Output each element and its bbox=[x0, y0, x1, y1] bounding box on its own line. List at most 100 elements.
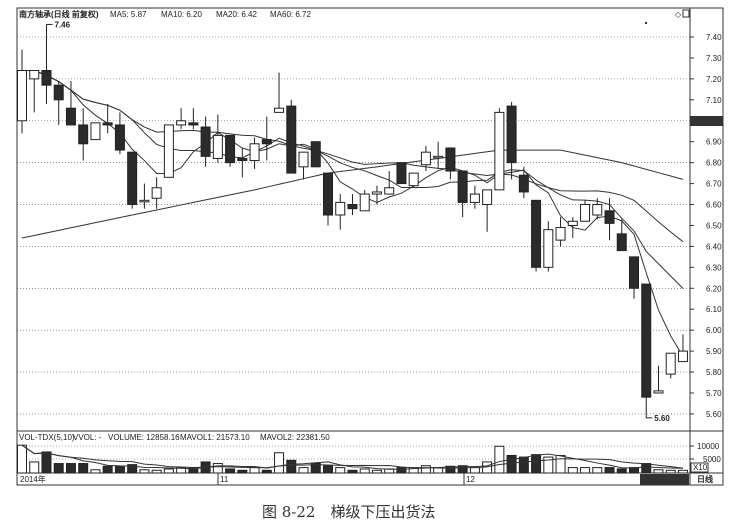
candle bbox=[176, 108, 187, 130]
candle-body-down bbox=[531, 199, 542, 268]
candle bbox=[506, 101, 517, 180]
diamond-icon[interactable]: ◇ bbox=[675, 10, 682, 19]
candle bbox=[29, 70, 40, 113]
extreme-price-pointer bbox=[645, 413, 653, 419]
candle-body-up bbox=[29, 70, 40, 80]
mavol1-label: MAVOL1: 21573.10 bbox=[180, 433, 250, 442]
volume-bar bbox=[543, 456, 554, 474]
volume-bar bbox=[29, 461, 40, 474]
volume-bar bbox=[629, 467, 639, 474]
candle-body-up bbox=[139, 199, 150, 203]
period-label[interactable]: 日线 bbox=[697, 474, 713, 484]
candle-body-up bbox=[567, 220, 578, 226]
candle bbox=[653, 365, 664, 394]
volume-bar bbox=[335, 467, 346, 474]
candle-body-up bbox=[653, 390, 664, 394]
candle bbox=[665, 352, 676, 379]
volume-bar bbox=[653, 469, 664, 474]
window-toggle-icon[interactable] bbox=[682, 9, 690, 18]
volume-bar bbox=[567, 467, 578, 474]
x-label-11: 11 bbox=[220, 475, 229, 484]
candle-body-down bbox=[41, 70, 52, 86]
candle bbox=[531, 199, 542, 272]
y-tick-label: 7.20 bbox=[706, 75, 722, 84]
candle bbox=[225, 134, 236, 167]
volume-bar bbox=[604, 467, 615, 474]
candle bbox=[433, 141, 444, 169]
candle-body-up bbox=[469, 193, 480, 203]
candle bbox=[359, 189, 370, 212]
volume-bar bbox=[102, 465, 113, 474]
candle bbox=[408, 172, 419, 188]
candle bbox=[629, 256, 639, 299]
candle-body-down bbox=[225, 134, 236, 164]
candle bbox=[604, 198, 615, 241]
candle bbox=[90, 122, 101, 141]
ma60-label: MA60: 6.72 bbox=[270, 10, 311, 19]
candle-body-down bbox=[102, 122, 113, 126]
y-tick-label: 6.60 bbox=[706, 201, 722, 210]
candle-body-up bbox=[555, 227, 566, 241]
marker-icon bbox=[645, 22, 647, 24]
candle bbox=[139, 183, 150, 209]
candle-body-down bbox=[347, 204, 358, 210]
candle bbox=[384, 171, 395, 195]
current-price-marker bbox=[690, 116, 723, 126]
volume-bar bbox=[371, 469, 382, 474]
candle bbox=[677, 334, 688, 363]
candle bbox=[555, 217, 566, 247]
mavol2-line bbox=[21, 444, 684, 469]
candle-body-up bbox=[371, 191, 382, 195]
candle bbox=[580, 200, 591, 222]
vol-tick-5000: 5000 bbox=[703, 455, 721, 464]
volume-bar bbox=[237, 469, 248, 474]
candle bbox=[482, 189, 493, 232]
candle-body-up bbox=[592, 204, 603, 216]
mavol2-label: MAVOL2: 22381.50 bbox=[260, 433, 330, 442]
volume-bar bbox=[359, 468, 370, 474]
volume-bar bbox=[127, 464, 138, 474]
candle bbox=[310, 141, 321, 168]
candle-body-down bbox=[604, 210, 615, 224]
volume-bar bbox=[286, 459, 297, 474]
candle bbox=[592, 198, 603, 220]
candle-body-up bbox=[151, 187, 162, 199]
candle bbox=[567, 217, 578, 239]
candle-body-up bbox=[212, 134, 223, 159]
y-tick-label: 5.90 bbox=[706, 347, 722, 356]
volume-bar bbox=[249, 467, 260, 474]
x-label-2014: 2014年 bbox=[20, 474, 46, 484]
volume-bar bbox=[677, 469, 688, 474]
chart-title: 南方轴承(日线 前复权) bbox=[19, 9, 99, 19]
volume-bar bbox=[445, 465, 456, 474]
candle bbox=[616, 219, 627, 252]
candle bbox=[41, 24, 52, 105]
candle bbox=[53, 80, 64, 125]
candle bbox=[445, 147, 456, 180]
y-tick-label: 7.40 bbox=[706, 33, 722, 42]
candle bbox=[261, 116, 272, 161]
volume-bar bbox=[41, 451, 52, 474]
volume-bar bbox=[323, 465, 333, 474]
extreme-price-label: 7.46 bbox=[54, 20, 70, 29]
candle bbox=[457, 170, 468, 218]
candle-body-up bbox=[335, 201, 346, 216]
vol-indicator-name: VOL-TDX(5,10) bbox=[19, 433, 75, 442]
ma5-label: MA5: 5.87 bbox=[110, 10, 147, 19]
volume-bar bbox=[616, 468, 627, 474]
candle-body-up bbox=[433, 155, 444, 159]
volume-bar bbox=[139, 469, 150, 474]
volume-bar bbox=[298, 467, 309, 474]
candle-body-down bbox=[78, 124, 89, 145]
candle-body-down bbox=[506, 105, 517, 164]
candle bbox=[114, 112, 125, 155]
candle bbox=[494, 108, 505, 191]
candle-body-up bbox=[90, 122, 101, 141]
candle bbox=[163, 124, 174, 178]
candle-body-down bbox=[53, 84, 64, 101]
y-tick-label: 6.50 bbox=[706, 221, 722, 230]
y-tick-label: 7.30 bbox=[706, 54, 722, 63]
volume-label: VOLUME: 12858.16 bbox=[108, 433, 180, 442]
figure-caption: 图 8-22 梯级下压出货法 bbox=[262, 503, 435, 521]
candle-body-down bbox=[518, 174, 529, 193]
